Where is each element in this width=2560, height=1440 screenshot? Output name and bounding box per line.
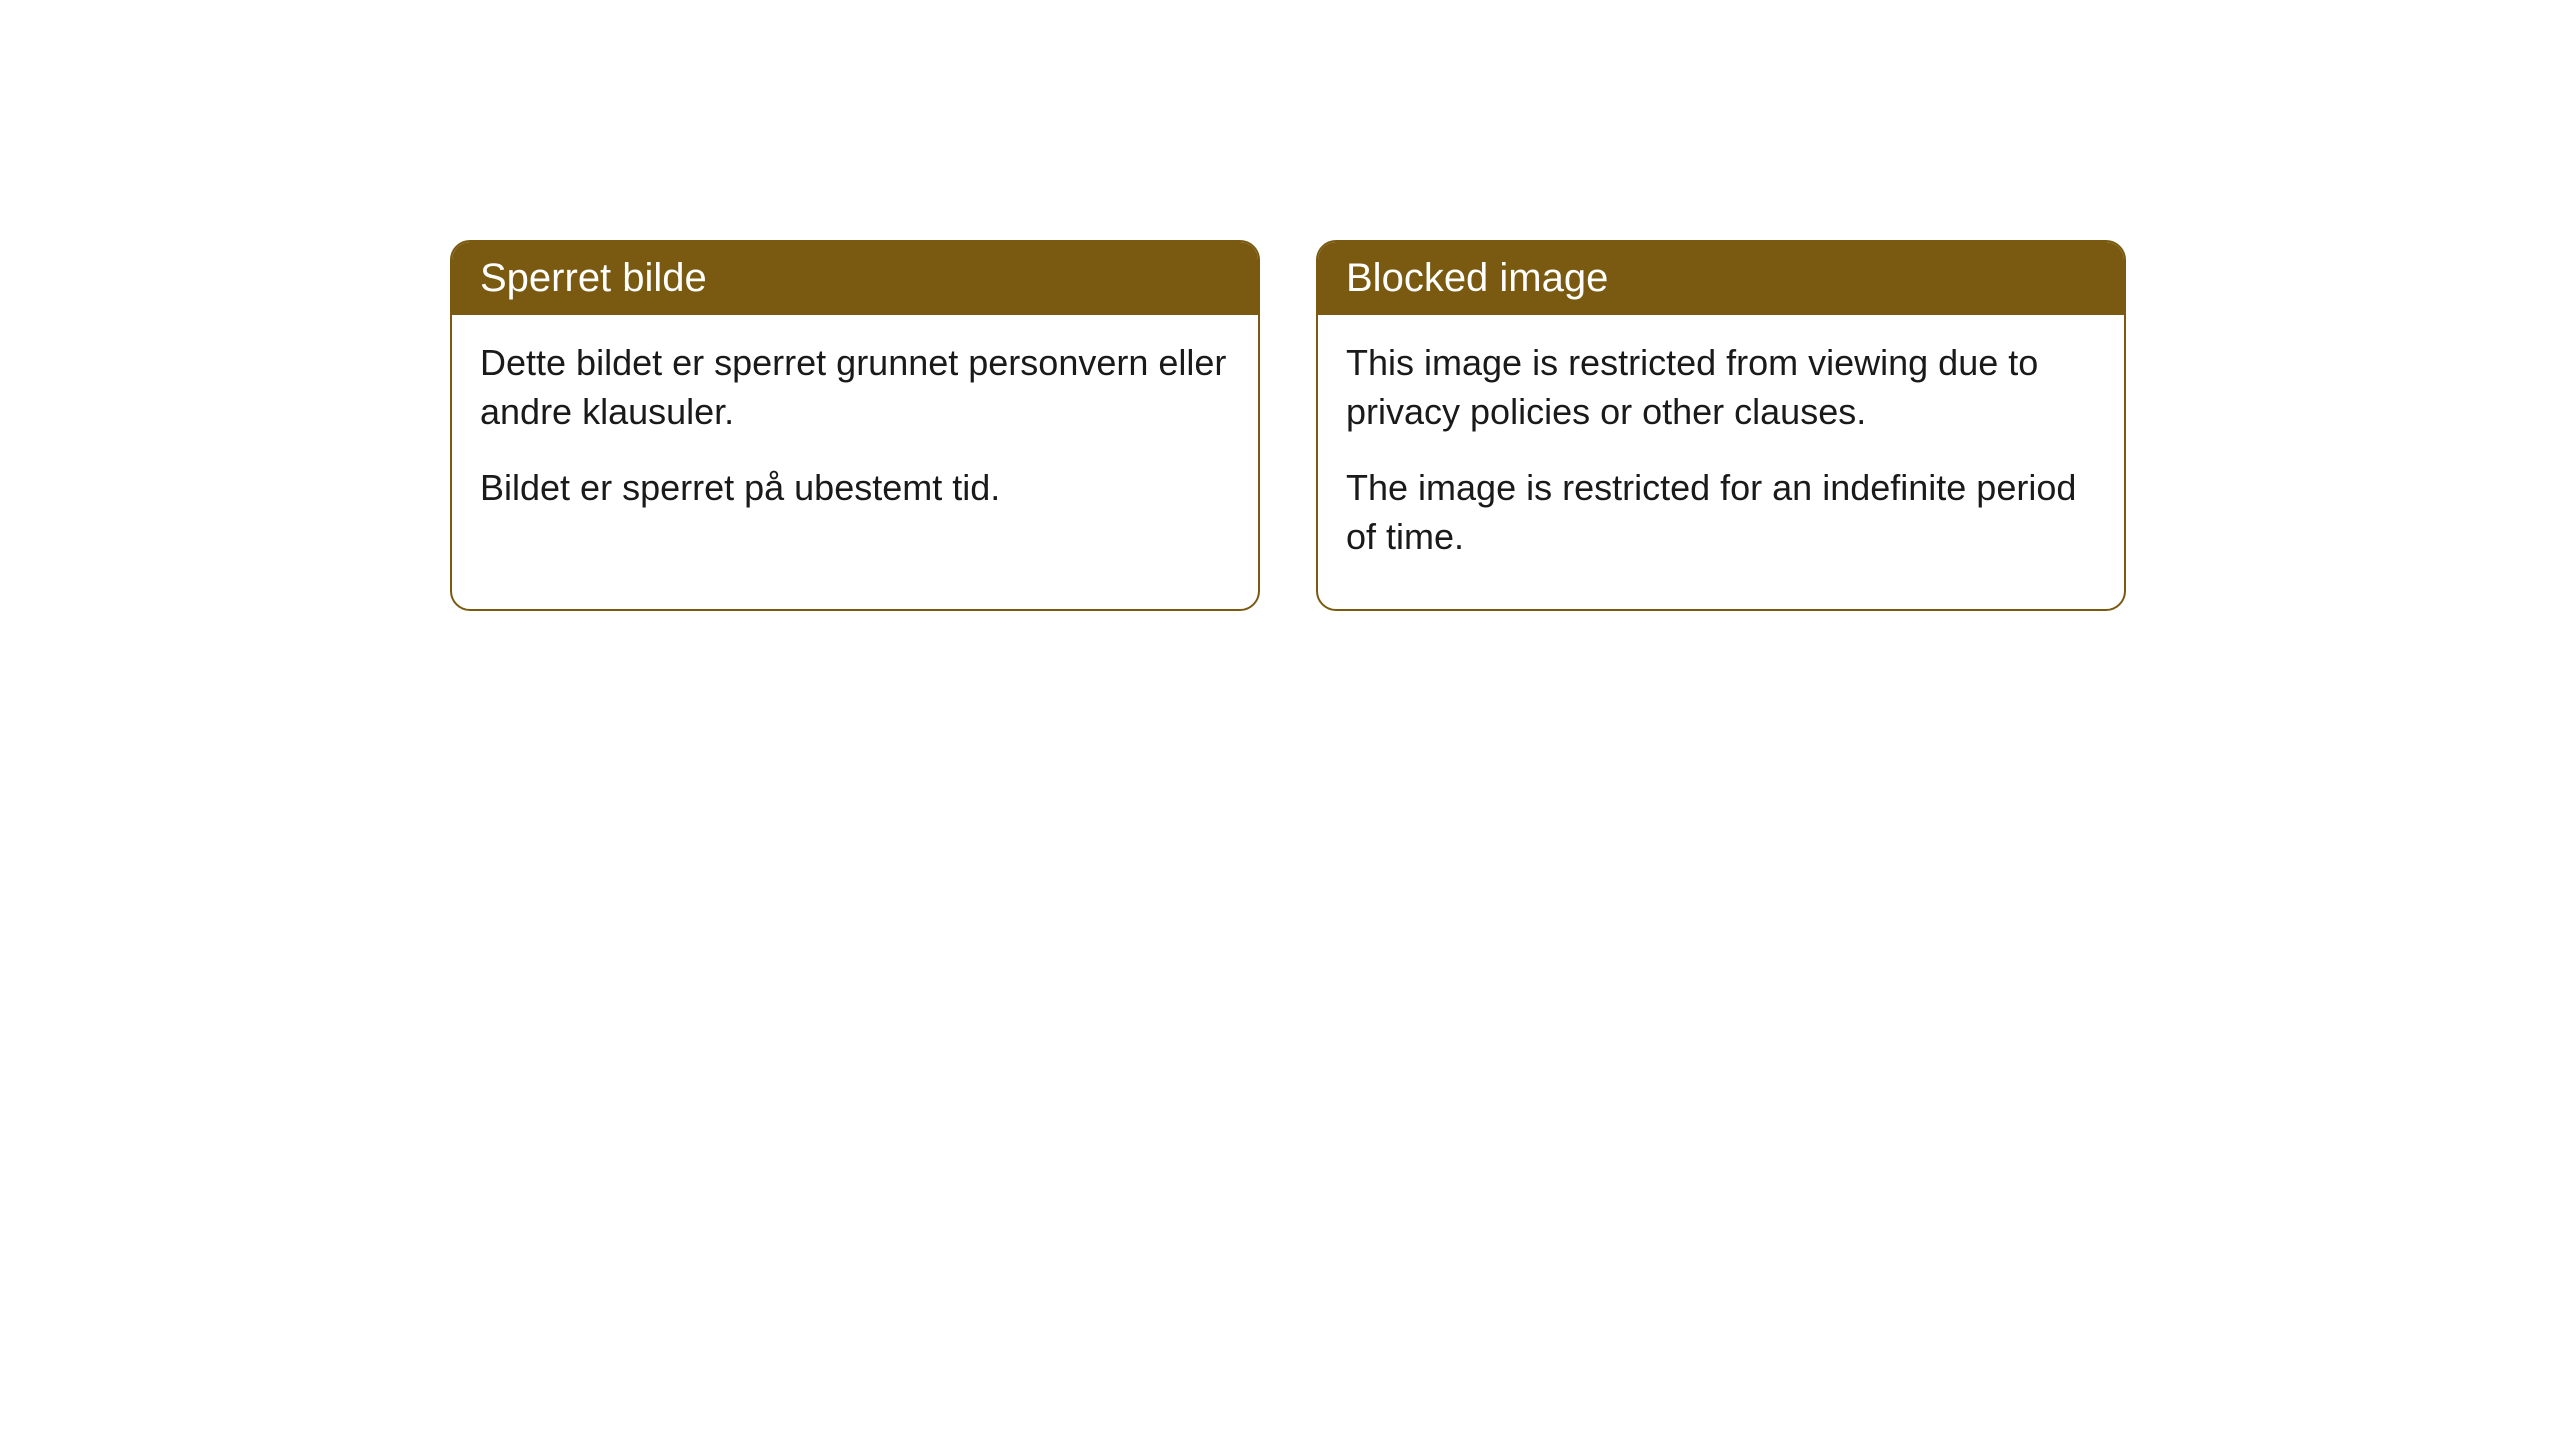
card-paragraph: Dette bildet er sperret grunnet personve… (480, 339, 1230, 436)
card-paragraph: Bildet er sperret på ubestemt tid. (480, 464, 1230, 513)
blocked-image-card-norwegian: Sperret bilde Dette bildet er sperret gr… (450, 240, 1260, 611)
card-title: Blocked image (1346, 256, 1608, 300)
card-paragraph: This image is restricted from viewing du… (1346, 339, 2096, 436)
card-title: Sperret bilde (480, 256, 707, 300)
card-body: This image is restricted from viewing du… (1318, 315, 2124, 609)
card-header: Sperret bilde (452, 242, 1258, 315)
blocked-image-card-english: Blocked image This image is restricted f… (1316, 240, 2126, 611)
card-body: Dette bildet er sperret grunnet personve… (452, 315, 1258, 561)
notice-cards-container: Sperret bilde Dette bildet er sperret gr… (450, 240, 2126, 611)
card-header: Blocked image (1318, 242, 2124, 315)
card-paragraph: The image is restricted for an indefinit… (1346, 464, 2096, 561)
